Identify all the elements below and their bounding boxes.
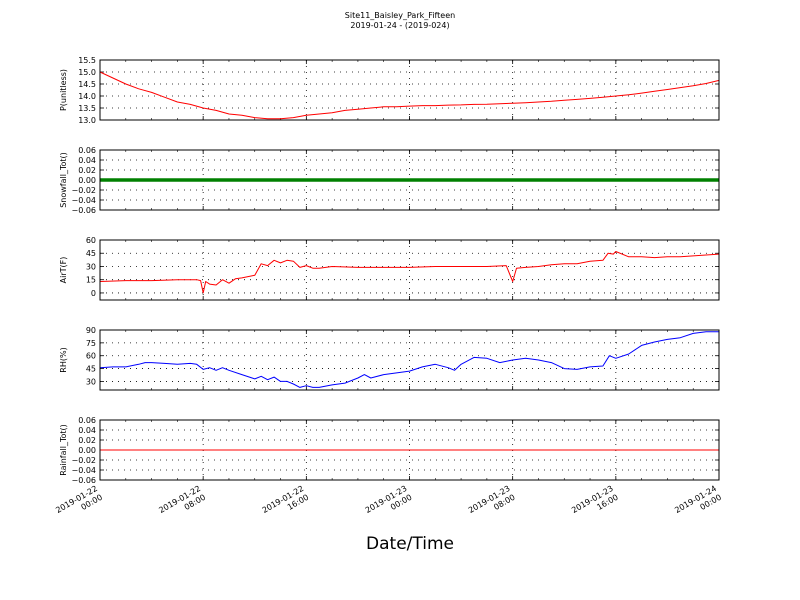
- y-tick-label: 90: [86, 326, 96, 335]
- y-tick-label: 0.06: [78, 146, 96, 155]
- y-tick-label: 14.5: [78, 80, 96, 89]
- y-axis-label: Snowfall_Tot(): [59, 152, 68, 208]
- y-tick-label: 13.5: [78, 104, 96, 113]
- y-tick-label: 15.0: [78, 68, 96, 77]
- y-tick-label: 75: [86, 339, 96, 348]
- y-tick-label: 0: [91, 289, 96, 298]
- axes-frame: [99, 419, 720, 481]
- y-tick-label: 14.0: [78, 92, 96, 101]
- y-tick-label: 45: [86, 365, 96, 374]
- series-line: [99, 251, 720, 294]
- y-tick-label: 60: [86, 236, 96, 245]
- y-tick-label: 0.02: [78, 166, 96, 175]
- y-tick-label: 30: [86, 377, 96, 386]
- axes-frame: [99, 59, 720, 121]
- y-tick-label: 45: [86, 249, 96, 258]
- y-axis-label: RH(%): [59, 347, 68, 372]
- y-tick-label: 0.00: [78, 176, 96, 185]
- y-axis-label: AirT(F): [59, 257, 68, 284]
- y-tick-label: 15.5: [78, 56, 96, 65]
- x-tick-label: 2019-01-2216:00: [261, 484, 311, 524]
- panel-5: 0.060.040.020.00−0.02−0.04−0.06Rainfall_…: [59, 416, 720, 485]
- y-tick-label: 0.04: [78, 156, 96, 165]
- axes-frame: [99, 239, 720, 301]
- x-tick-label: 2019-01-2308:00: [467, 484, 517, 524]
- series-line: [99, 331, 719, 388]
- y-tick-label: −0.04: [71, 196, 96, 205]
- y-tick-label: −0.06: [71, 206, 96, 215]
- y-axis-label: P(unitless): [59, 69, 68, 111]
- panel-3: 60 45 30 15 0 AirT(F): [59, 236, 720, 301]
- y-tick-label: 13.0: [78, 116, 96, 125]
- panel-4: 90 75 60 45 30 RH(%): [59, 326, 720, 391]
- y-axis-label: Rainfall_Tot(): [59, 424, 68, 476]
- panel-2: 0.060.040.020.00−0.02−0.04−0.06Snowfall_…: [59, 146, 720, 215]
- y-tick-label: 0.06: [78, 416, 96, 425]
- y-tick-label: 0.00: [78, 446, 96, 455]
- axes-frame: [99, 329, 720, 391]
- y-tick-label: −0.02: [71, 186, 96, 195]
- chart-subtitle: 2019-01-24 - (2019-024): [350, 21, 450, 30]
- chart-title: Site11_Baisley_Park_Fifteen: [344, 11, 456, 20]
- x-tick-label: 2019-01-2200:00: [54, 484, 104, 524]
- series-line: [99, 71, 720, 120]
- x-axis-label: Date/Time: [366, 534, 454, 554]
- x-tick-label: 2019-01-2300:00: [364, 484, 414, 524]
- x-tick-label: 2019-01-2316:00: [570, 484, 620, 524]
- panel-1: 15.5 15.0 14.5 14.0 13.5 13.0 P(unitless): [59, 56, 720, 125]
- y-tick-label: 0.02: [78, 436, 96, 445]
- x-tick-label: 2019-01-2208:00: [157, 484, 207, 524]
- y-tick-label: 60: [86, 352, 96, 361]
- y-tick-label: 30: [86, 262, 96, 271]
- y-tick-label: −0.02: [71, 456, 96, 465]
- y-tick-label: 0.04: [78, 426, 96, 435]
- y-tick-label: 15: [86, 276, 96, 285]
- x-tick-label: 2019-01-2400:00: [673, 484, 723, 524]
- y-tick-label: −0.06: [71, 476, 96, 485]
- y-tick-label: −0.04: [71, 466, 96, 475]
- axes-frame: [99, 149, 720, 211]
